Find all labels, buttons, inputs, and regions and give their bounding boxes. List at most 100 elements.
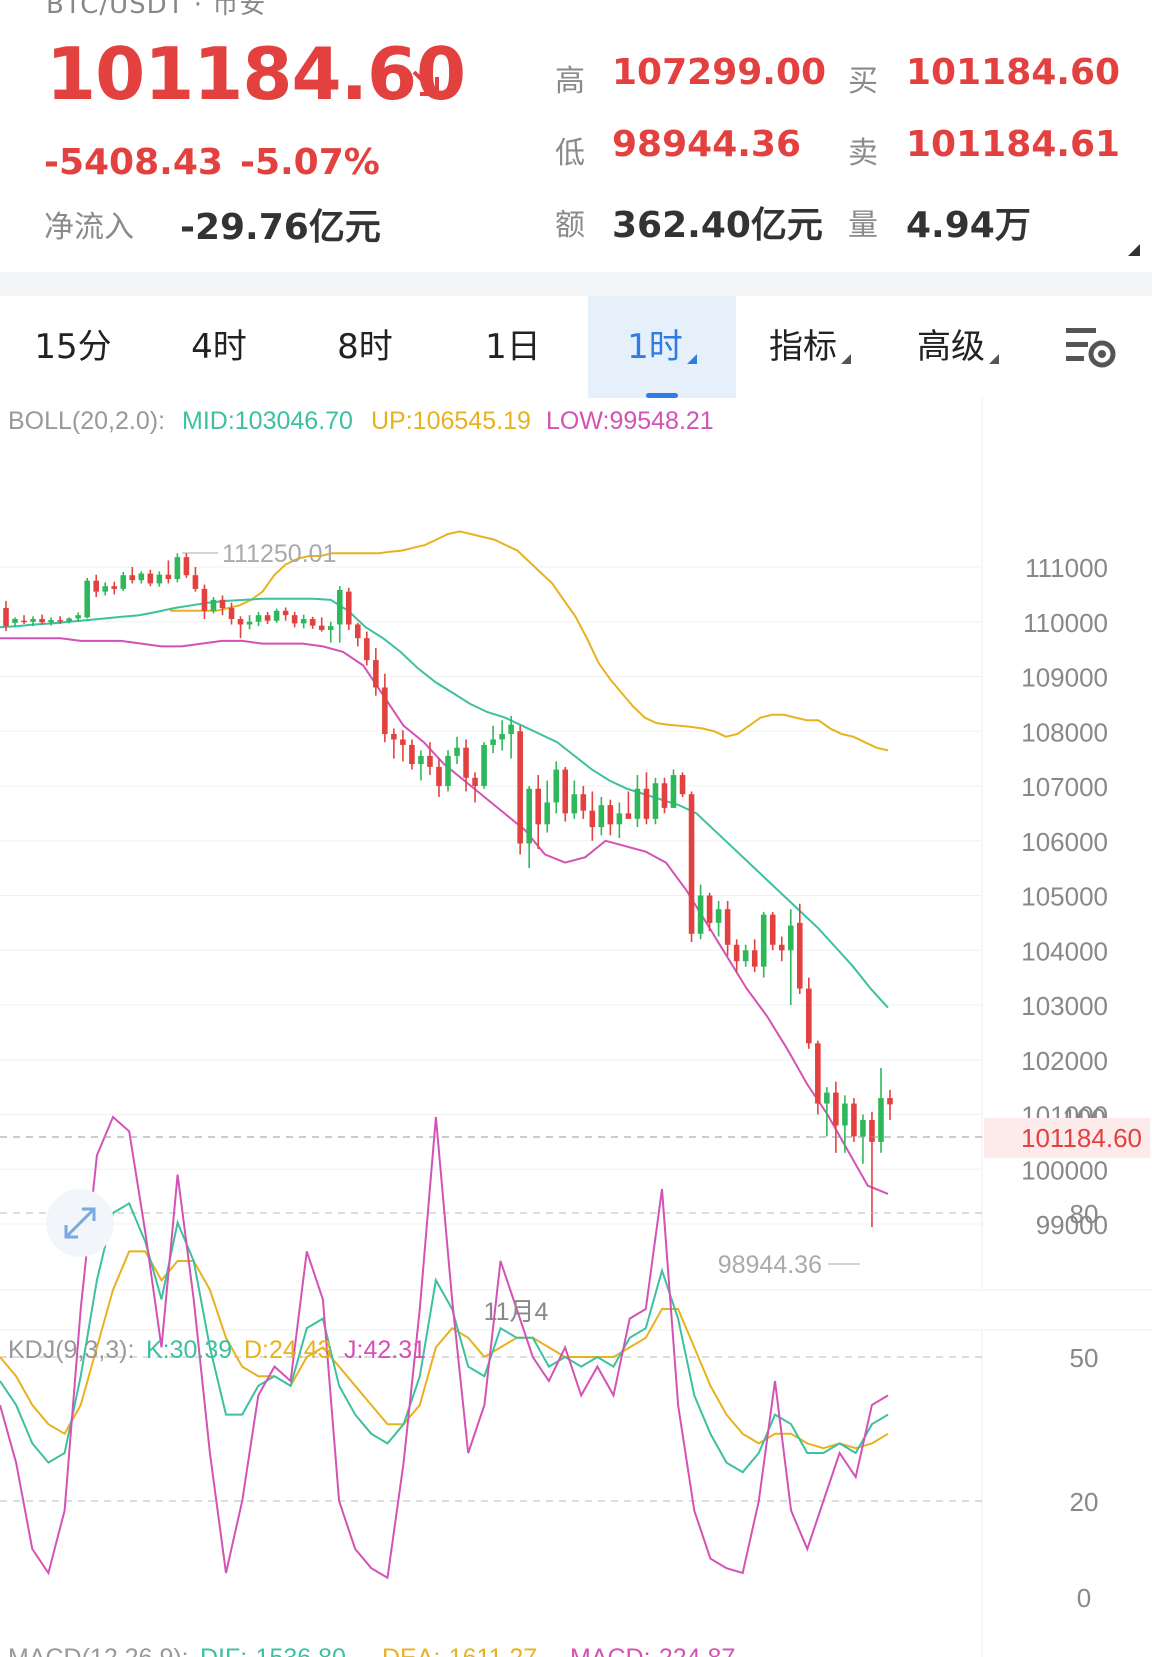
candle-body (580, 794, 587, 811)
sell-label: 卖 (848, 136, 878, 171)
candle-body (111, 586, 118, 589)
candle-body (364, 638, 370, 661)
price-axis-label: 102000 (1021, 1046, 1108, 1076)
candle-body (778, 944, 785, 951)
last-price: 101184.60 (46, 32, 466, 116)
tab-1d[interactable]: 1日 (485, 327, 541, 367)
tab-4h[interactable]: 4时 (191, 327, 247, 367)
candle-body (706, 895, 713, 923)
candle-body (679, 775, 686, 795)
candle-body (120, 575, 127, 589)
candle-body (201, 588, 208, 611)
candle-body (670, 775, 677, 808)
dropdown-caret-icon (989, 354, 999, 364)
candle-body (282, 610, 289, 616)
candle-body (815, 1043, 821, 1104)
macd-dea: DEA:-1611.27 (382, 1644, 537, 1657)
candle-body (102, 586, 109, 592)
candle-body (643, 788, 650, 819)
candle-body (264, 615, 271, 621)
kdj-d: D:24.43 (244, 1336, 332, 1364)
candle-body (589, 810, 596, 828)
active-indicator (646, 393, 678, 398)
kdj-axis-label: 50 (1070, 1343, 1099, 1373)
current-price-tag (984, 1118, 1150, 1158)
candle-body (463, 747, 469, 778)
tab-advanced[interactable]: 高级 (884, 296, 1032, 398)
candle-body (66, 618, 72, 622)
candle-body (544, 802, 551, 825)
candle-body (472, 777, 478, 786)
candle-body (391, 733, 397, 740)
high-label: 高 (555, 64, 585, 99)
candle-body (291, 615, 298, 624)
candlesticks (3, 553, 893, 1228)
dropdown-caret-icon (841, 354, 851, 364)
candle-body (571, 794, 578, 814)
price-axis-label: 106000 (1021, 827, 1108, 857)
boll-bands (0, 530, 889, 1195)
candle-body (156, 574, 163, 584)
price-axis-label: 105000 (1021, 882, 1108, 912)
candle-body (688, 794, 695, 934)
candle-body (327, 626, 334, 630)
price-axis-label: 108000 (1021, 717, 1108, 747)
candle-body (616, 813, 623, 825)
candle-body (607, 805, 614, 825)
tab-8h[interactable]: 8时 (337, 327, 393, 367)
tab-indicators[interactable]: 指标 (736, 296, 884, 398)
candle-body (210, 599, 217, 611)
boll-label: BOLL(20,2.0): (8, 407, 165, 435)
price-grid: 111000 110000 109000 108000 107000 106000 1050… (0, 553, 1108, 1240)
candle-body (165, 574, 172, 580)
candle-body (526, 788, 532, 844)
candle-body (769, 914, 776, 945)
price-axis-label: 100000 (1021, 1155, 1108, 1185)
candle-body (715, 909, 722, 923)
candle-body (174, 557, 181, 580)
candle-body (787, 925, 794, 951)
tab-1h[interactable]: 1时 (588, 296, 736, 398)
candle-body (354, 624, 361, 639)
kdj-k: K:30.39 (146, 1336, 232, 1364)
volume-value: 4.94万 (906, 205, 1031, 246)
candle-body (824, 1092, 830, 1104)
dropdown-caret-icon (686, 354, 697, 364)
candle-body (661, 783, 668, 808)
candle-body (93, 580, 100, 592)
candle-body (869, 1119, 875, 1142)
candle-body (409, 744, 415, 765)
candle-body (760, 914, 767, 967)
price-axis-label: 99000 (1036, 1210, 1108, 1240)
candle-body (806, 988, 812, 1044)
candle-body (724, 909, 731, 945)
kline-chart[interactable]: 111000 110000 109000 108000 107000 106000 1050… (0, 398, 1152, 1657)
tab-15m[interactable]: 15分 (34, 327, 112, 367)
candle-body (3, 608, 9, 627)
price-axis-label: 107000 (1021, 772, 1108, 802)
boll-upper-line (170, 530, 889, 752)
candle-body (851, 1103, 857, 1137)
candle-body (12, 619, 18, 623)
low-label: 低 (555, 136, 585, 171)
candle-body (625, 813, 632, 819)
expand-corner-icon[interactable] (1128, 244, 1140, 256)
candle-body (309, 619, 316, 626)
boll-lower-line (0, 637, 889, 1195)
date-label: 11月4 (484, 1298, 549, 1326)
candle-body (508, 724, 514, 734)
macd-label: MACD(12,26,9): (8, 1644, 189, 1657)
candle-body (742, 950, 749, 962)
candle-body (598, 805, 605, 828)
candle-body (400, 739, 406, 745)
macd-value: MACD:-224.87 (570, 1644, 735, 1657)
amount-label: 额 (555, 208, 585, 243)
volume-label: 量 (848, 208, 878, 243)
candle-body (652, 783, 659, 819)
candle-body (237, 619, 244, 625)
candle-body (300, 619, 307, 624)
candle-body (697, 895, 704, 934)
candle-body (490, 739, 496, 745)
chart-settings-icon[interactable] (1062, 322, 1118, 372)
price-axis-label: 104000 (1021, 936, 1108, 966)
